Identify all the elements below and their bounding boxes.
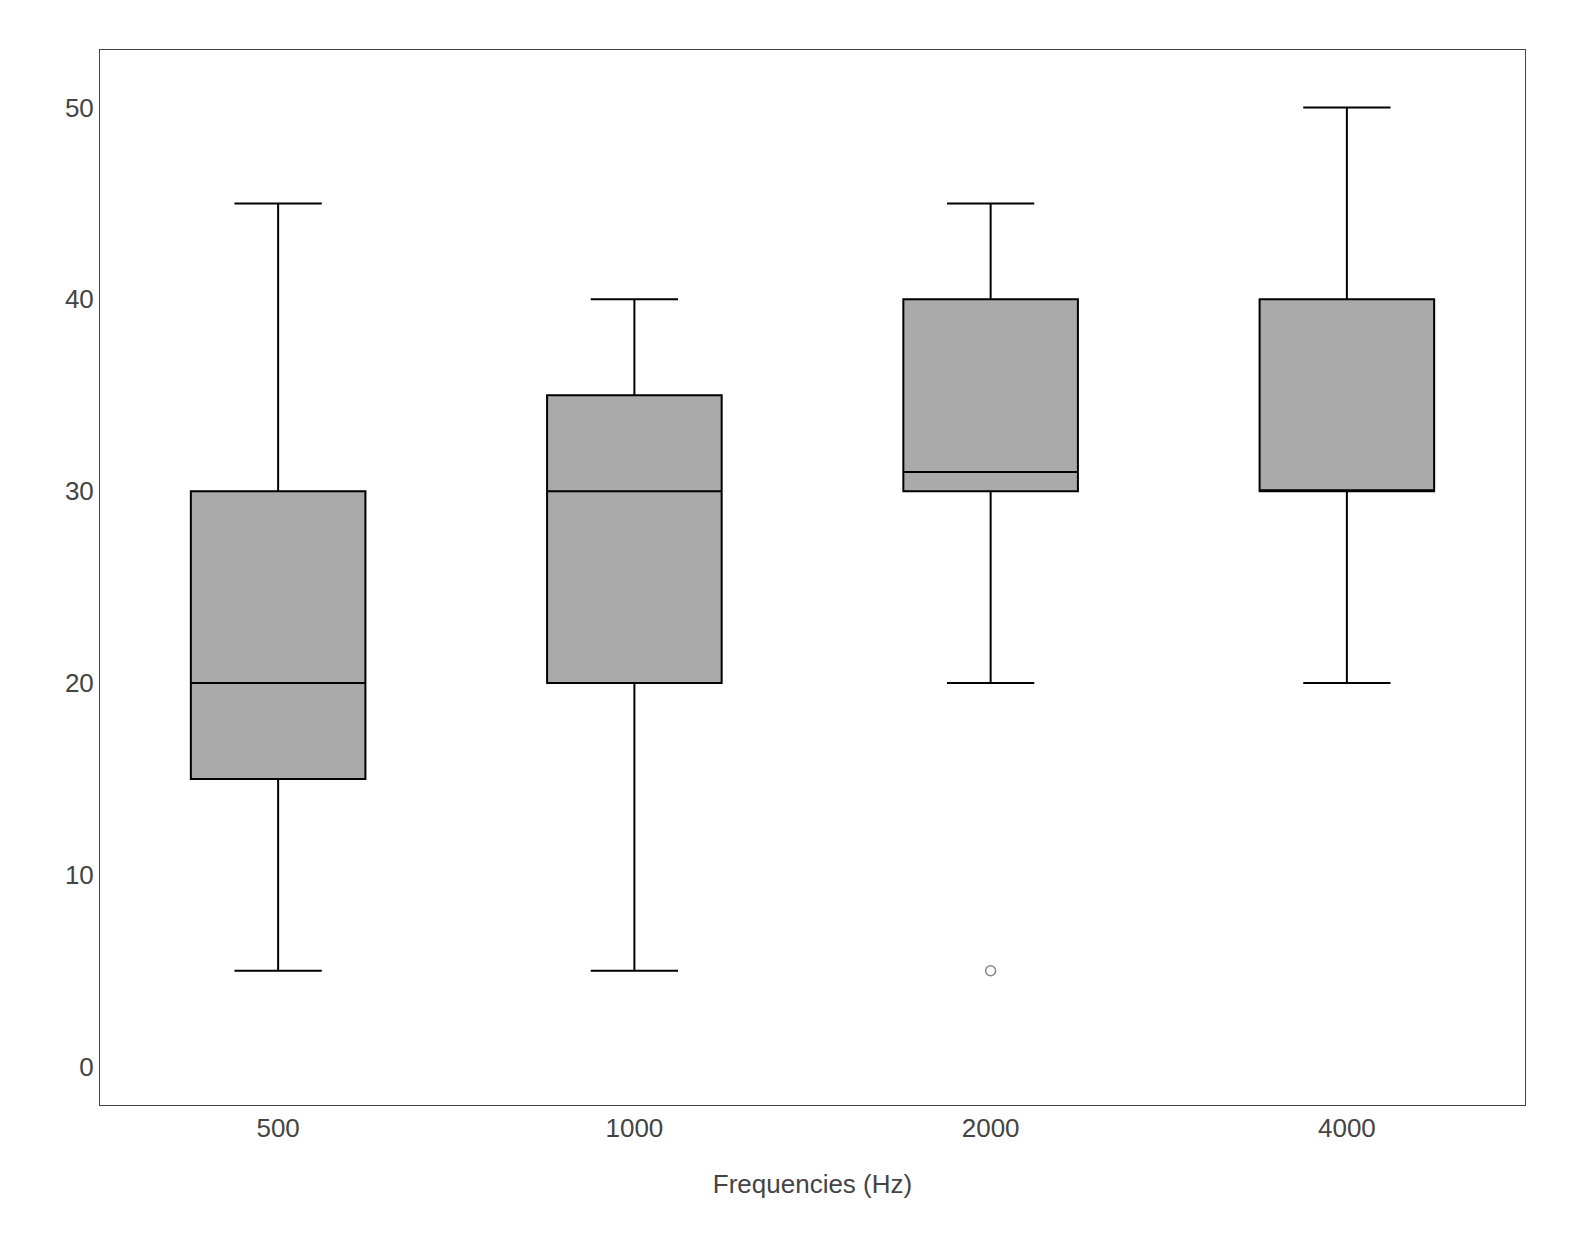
svg-text:2000: 2000	[962, 1113, 1020, 1143]
svg-text:500: 500	[256, 1113, 299, 1143]
svg-text:Frequencies (Hz): Frequencies (Hz)	[713, 1169, 912, 1199]
svg-text:50: 50	[65, 93, 94, 123]
svg-text:4000: 4000	[1318, 1113, 1376, 1143]
svg-text:30: 30	[65, 476, 94, 506]
svg-text:20: 20	[65, 668, 94, 698]
svg-text:40: 40	[65, 284, 94, 314]
svg-text:1000: 1000	[605, 1113, 663, 1143]
svg-text:0: 0	[79, 1052, 93, 1082]
svg-text:10: 10	[65, 860, 94, 890]
